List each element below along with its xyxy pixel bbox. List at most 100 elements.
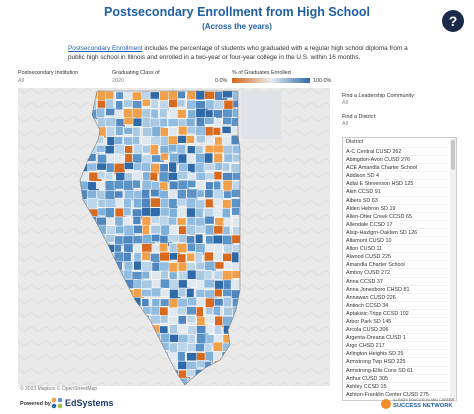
district-shape[interactable] (231, 251, 240, 264)
district-shape[interactable] (196, 325, 207, 334)
district-shape[interactable] (123, 243, 134, 253)
district-shape[interactable] (141, 298, 150, 307)
district-shape[interactable] (222, 199, 232, 209)
district-shape[interactable] (177, 135, 188, 144)
list-item[interactable]: Alwood CUSD 225 (343, 252, 448, 260)
district-shape[interactable] (196, 189, 205, 198)
district-shape[interactable] (177, 99, 186, 108)
list-item[interactable]: Akin CCSD 91 (343, 187, 448, 195)
scrollbar[interactable] (450, 138, 456, 400)
district-shape[interactable] (195, 289, 205, 299)
district-shape[interactable] (104, 207, 115, 219)
district-shape[interactable] (132, 216, 142, 225)
district-shape[interactable] (196, 297, 207, 308)
list-item[interactable]: A-C Central CUSD 262 (343, 147, 448, 155)
list-item[interactable]: Arlington Heights SD 25 (343, 349, 448, 357)
district-shape[interactable] (177, 298, 189, 308)
district-shape[interactable] (160, 278, 171, 289)
district-shape[interactable] (97, 90, 107, 102)
list-item[interactable]: Anna CCSD 37 (343, 276, 448, 285)
district-shape[interactable] (87, 197, 98, 210)
district-shape[interactable] (160, 315, 169, 324)
district-shape[interactable] (141, 251, 152, 261)
district-shape[interactable] (115, 125, 124, 136)
district-shape[interactable] (160, 270, 169, 280)
district-shape[interactable] (141, 243, 154, 253)
help-button[interactable]: ? (442, 10, 464, 32)
district-shape[interactable] (115, 100, 124, 111)
district-shape[interactable] (232, 172, 244, 181)
district-shape[interactable] (141, 224, 150, 236)
district-shape[interactable] (115, 91, 125, 100)
district-shape[interactable] (168, 198, 179, 210)
district-shape[interactable] (169, 107, 178, 119)
definition-link[interactable]: Postsecondary Enrollment (68, 45, 143, 52)
district-shape[interactable] (141, 90, 151, 101)
list-item[interactable]: Armstrong-Ellis Cons SD 61 (343, 365, 448, 374)
district-shape[interactable] (212, 198, 223, 207)
district-shape[interactable] (159, 163, 169, 173)
district-shape[interactable] (177, 153, 188, 165)
district-shape[interactable] (230, 126, 244, 134)
list-item[interactable]: Argo CHSD 217 (343, 341, 448, 349)
district-shape[interactable] (167, 234, 181, 243)
district-shape[interactable] (223, 307, 234, 316)
list-item[interactable]: Aptakisic-Tripp CCSD 102 (343, 308, 448, 317)
district-shape[interactable] (176, 217, 187, 226)
district-shape[interactable] (141, 98, 151, 107)
district-shape[interactable] (133, 143, 144, 155)
district-shape[interactable] (123, 99, 134, 108)
list-item[interactable]: Arcola CUSD 306 (343, 325, 448, 333)
district-shape[interactable] (168, 262, 178, 273)
district-shape[interactable] (115, 225, 125, 234)
list-item[interactable]: Argenta-Oreana CUSD 1 (343, 333, 448, 341)
list-item[interactable]: Ashton-Franklin Center CUSD 275 (343, 389, 448, 398)
district-shape[interactable] (168, 161, 177, 174)
district-shape[interactable] (97, 171, 106, 179)
district-shape[interactable] (214, 298, 224, 307)
district-shape[interactable] (187, 180, 197, 188)
district-shape[interactable] (176, 198, 187, 207)
district-shape[interactable] (203, 162, 216, 171)
district-shape[interactable] (231, 207, 240, 216)
district-shape[interactable] (151, 298, 160, 307)
district-shape[interactable] (213, 117, 222, 127)
district-shape[interactable] (212, 189, 225, 201)
district-shape[interactable] (160, 152, 169, 161)
district-shape[interactable] (204, 135, 214, 144)
district-shape[interactable] (213, 180, 222, 191)
district-shape[interactable] (186, 352, 198, 362)
district-shape[interactable] (186, 135, 195, 144)
district-shape[interactable] (186, 126, 197, 135)
district-shape[interactable] (196, 306, 204, 319)
district-shape[interactable] (204, 91, 217, 100)
district-shape[interactable] (223, 190, 232, 199)
filter-value[interactable]: All (342, 100, 348, 106)
district-shape[interactable] (205, 324, 215, 334)
district-shape[interactable] (186, 252, 195, 262)
list-item[interactable]: Abingdon-Avon CUSD 276 (343, 155, 448, 163)
list-item[interactable]: Addison SD 4 (343, 171, 448, 179)
district-shape[interactable] (141, 279, 154, 289)
district-shape[interactable] (214, 261, 225, 270)
district-shape[interactable] (159, 306, 169, 317)
district-shape[interactable] (187, 242, 197, 252)
district-shape[interactable] (222, 91, 234, 99)
district-shape[interactable] (115, 197, 124, 207)
district-shape[interactable] (149, 144, 159, 155)
district-shape[interactable] (186, 153, 195, 165)
district-shape[interactable] (205, 307, 214, 316)
district-list[interactable]: District A-C Central CUSD 262 Abingdon-Av… (342, 137, 457, 401)
district-shape[interactable] (159, 108, 168, 119)
district-shape[interactable] (123, 127, 133, 135)
district-shape[interactable] (203, 278, 216, 289)
district-shape[interactable] (132, 117, 143, 127)
district-shape[interactable] (167, 144, 178, 153)
district-shape[interactable] (213, 171, 223, 180)
district-shape[interactable] (195, 343, 206, 352)
district-shape[interactable] (151, 216, 160, 224)
district-shape[interactable] (87, 162, 98, 172)
district-shape[interactable] (159, 242, 168, 252)
district-shape[interactable] (231, 234, 243, 244)
district-shape[interactable] (204, 215, 215, 225)
